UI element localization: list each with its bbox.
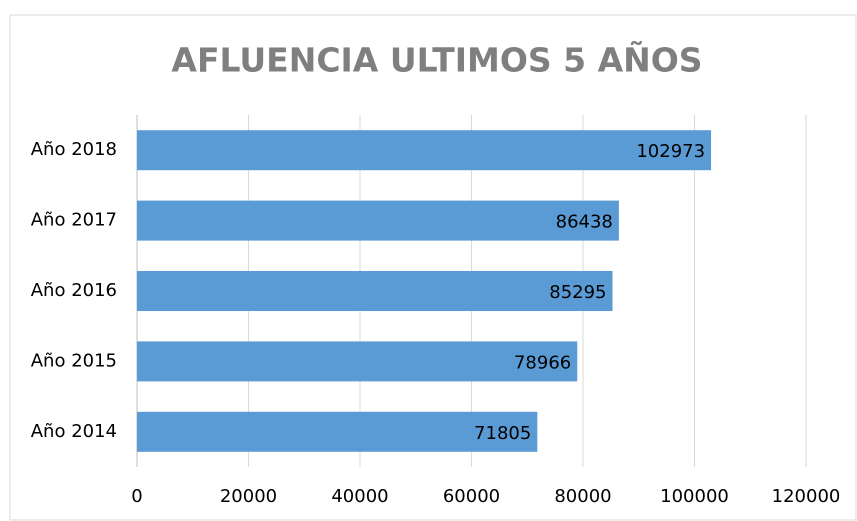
- y-tick-label: Año 2018: [31, 139, 117, 160]
- data-label: 71805: [474, 423, 531, 444]
- y-tick-label: Año 2017: [31, 210, 117, 231]
- x-tick-label: 20000: [220, 486, 277, 507]
- y-tick-label: Año 2014: [31, 421, 117, 442]
- x-tick-label: 120000: [772, 486, 841, 507]
- bar: [137, 271, 613, 311]
- x-tick-label: 80000: [554, 486, 611, 507]
- data-label: 78966: [514, 352, 571, 373]
- x-tick-label: 40000: [331, 486, 388, 507]
- y-tick-label: Año 2016: [31, 280, 117, 301]
- bar: [137, 341, 578, 382]
- x-tick-label: 0: [131, 486, 142, 507]
- bar: [137, 130, 712, 171]
- data-label: 86438: [556, 212, 613, 233]
- y-tick-label: Año 2015: [31, 350, 117, 371]
- x-tick-label: 100000: [660, 486, 729, 507]
- data-label: 85295: [549, 282, 606, 303]
- data-label: 102973: [636, 141, 705, 162]
- bar: [137, 200, 619, 241]
- chart-title: AFLUENCIA ULTIMOS 5 AÑOS: [171, 40, 702, 80]
- x-tick-label: 60000: [443, 486, 500, 507]
- bar: [137, 411, 538, 452]
